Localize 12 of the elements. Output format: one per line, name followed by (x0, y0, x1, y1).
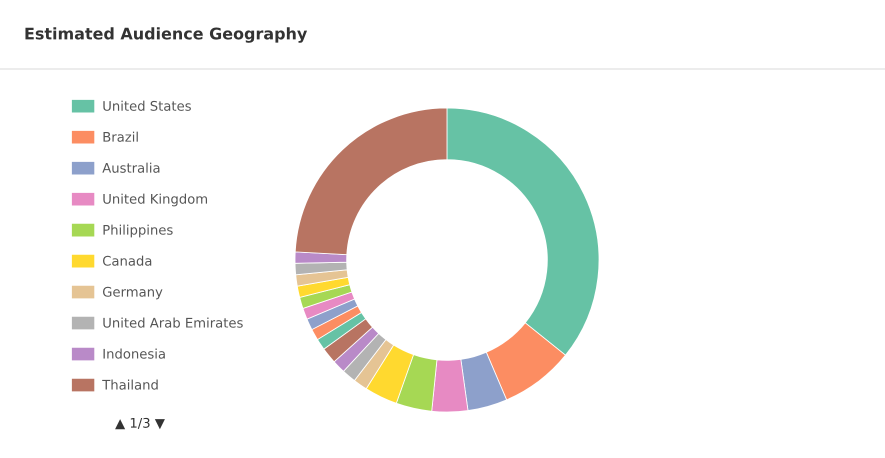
legend-label: United Kingdom (103, 194, 208, 206)
legend-label: United States (103, 100, 191, 111)
legend-label: Brazil (104, 132, 138, 142)
text: ▲ 1/3 ▼ (115, 418, 165, 430)
legend-label: Canada (102, 256, 152, 266)
legend-label: Indonesia (104, 348, 165, 359)
legend-label: Philippines (104, 224, 173, 238)
chart-title: Estimated Audience Geography (25, 27, 308, 43)
legend-label: United Arab Emirates (103, 318, 243, 328)
legend-label: Germany (102, 286, 162, 300)
legend-label: Thailand (102, 379, 158, 390)
legend-label: Australia (102, 162, 160, 173)
